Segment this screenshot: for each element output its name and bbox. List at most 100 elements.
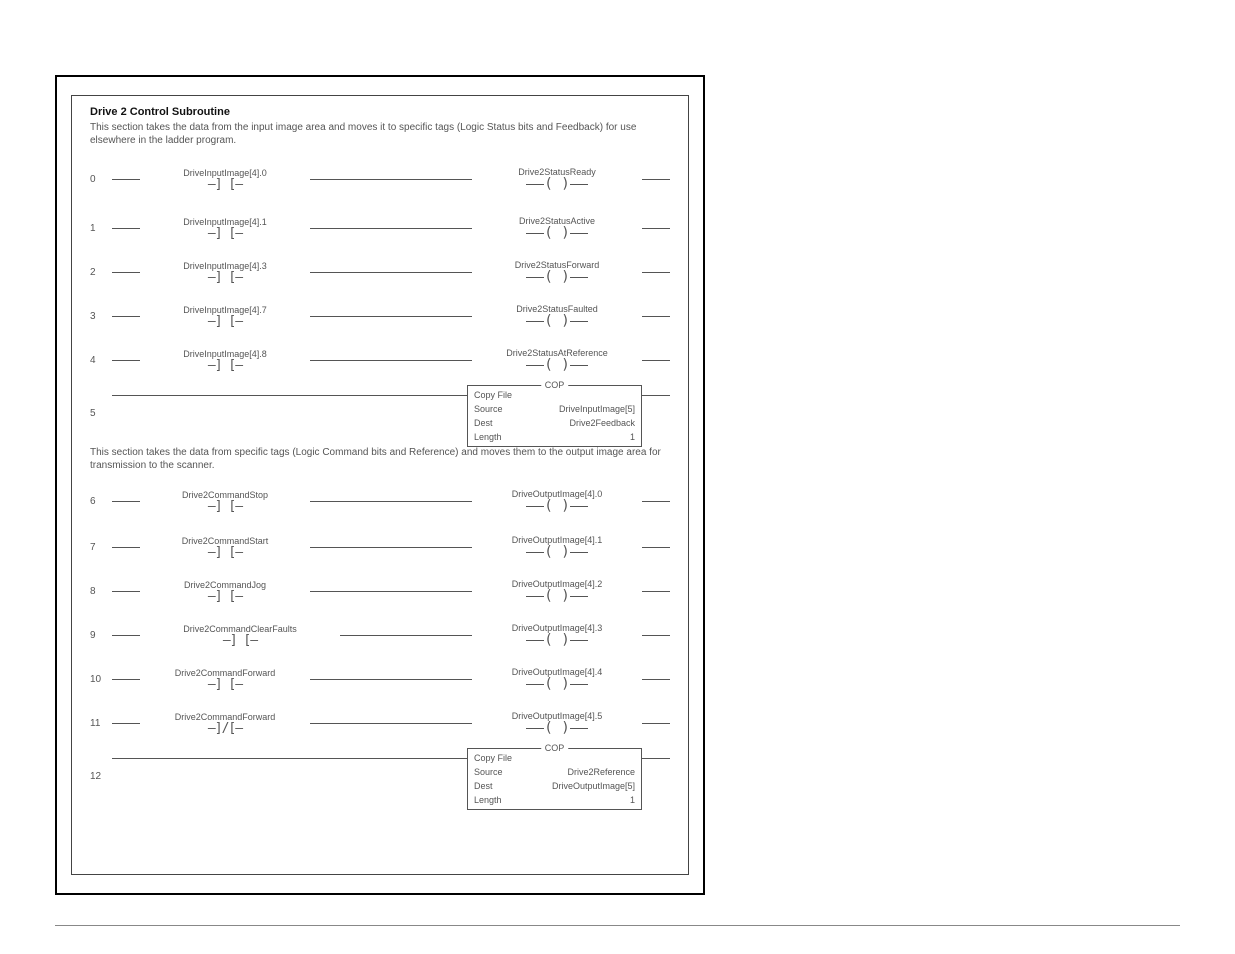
rung-body: COPCopy File SourceDrive2Reference Dest Dri… [112,746,670,806]
xic-contact: Drive2CommandForward—] [— [140,658,310,700]
rung-number: 8 [90,586,112,597]
instruction-mnemonic: COP [541,380,569,390]
rung-number: 12 [90,771,112,782]
rung-number: 2 [90,267,112,278]
coil-icon: ( ) [526,177,587,191]
instruction-title: Copy File [474,390,635,400]
param-value: DriveOutputImage[5] [552,781,635,791]
output-coil: Drive2StatusAtReference( ) [472,339,642,381]
cop-instruction-box: COPCopy FileSourceDriveInputImage[5]Dest… [467,385,642,447]
rung-body: Drive2CommandStart—] [—DriveOutputImage[… [112,526,670,568]
section-description: This section takes the data from specifi… [90,447,670,472]
output-coil: DriveOutputImage[4].4( ) [472,658,642,700]
xic-contact: DriveInputImage[4].0—] [— [140,153,310,205]
xic-contact-icon: —] [— [208,500,242,513]
ladder-rung: 6Drive2CommandStop—] [—DriveOutputImage[… [90,478,670,524]
diagram-frame: Drive 2 Control Subroutine This section … [71,95,689,875]
contact-tag-label: DriveInputImage[4].7 [183,305,267,315]
instruction-title: Copy File [474,753,635,763]
page-footer-rule [55,925,1180,926]
ladder-rung: 1DriveInputImage[4].1—] [—Drive2StatusAc… [90,207,670,249]
param-name: Dest [474,418,493,428]
contact-tag-label: Drive2CommandClearFaults [183,624,297,634]
rung-body: DriveInputImage[4].1—] [—Drive2StatusAct… [112,207,670,249]
xic-contact: Drive2CommandStart—] [— [140,526,310,568]
instruction-param-row: Dest Drive2Feedback [474,418,635,428]
contact-tag-label: DriveInputImage[4].3 [183,261,267,271]
rung-body: Drive2CommandForward—] [— DriveOutputImag… [112,658,670,700]
output-coil: DriveOutputImage[4].0( ) [472,478,642,524]
contact-tag-label: Drive2CommandStart [182,536,269,546]
rung-body: DriveInputImage[4].8—] [— Drive2StatusAtR… [112,339,670,381]
coil-icon: ( ) [526,589,587,603]
output-coil: DriveOutputImage[4].5( ) [472,702,642,744]
xic-contact: DriveInputImage[4].3—] [— [140,251,310,293]
rung-number: 4 [90,355,112,366]
param-value: 1 [630,795,635,805]
instruction-param-row: SourceDrive2Reference [474,767,635,777]
xic-contact-icon: —] [— [208,315,242,328]
xic-contact-icon: —] [— [223,634,257,647]
rung-number: 1 [90,223,112,234]
xic-contact-icon: —] [— [208,271,242,284]
coil-icon: ( ) [526,226,587,240]
param-value: DriveInputImage[5] [559,404,635,414]
xic-contact: DriveInputImage[4].1—] [— [140,207,310,249]
cop-instruction-box: COPCopy FileSourceDrive2ReferenceDestDri… [467,748,642,810]
ladder-rung: 8 Drive2CommandJog—] [— DriveOutputImage[4… [90,570,670,612]
param-value: Drive2Feedback [569,418,635,428]
xic-contact: Drive2CommandJog—] [— [140,570,310,612]
rung-number: 11 [90,718,112,729]
param-name: Length [474,795,502,805]
xic-contact-icon: —] [— [208,546,242,559]
coil-icon: ( ) [526,677,587,691]
coil-icon: ( ) [526,545,587,559]
ladder-rung: 12COPCopy FileSourceDrive2ReferenceDestD… [90,746,670,806]
rung-number: 3 [90,311,112,322]
rung-body: DriveInputImage[4].3—] [—Drive2StatusFor… [112,251,670,293]
section-description: This section takes the data from the inp… [90,122,670,147]
coil-icon: ( ) [526,314,587,328]
contact-tag-label: Drive2CommandStop [182,490,268,500]
contact-tag-label: Drive2CommandForward [175,668,276,678]
contact-tag-label: Drive2CommandJog [184,580,266,590]
contact-tag-label: DriveInputImage[4].1 [183,217,267,227]
param-name: Dest [474,781,493,791]
ladder-rung: 3DriveInputImage[4].7—] [—Drive2StatusFa… [90,295,670,337]
rung-number: 7 [90,542,112,553]
xic-contact: Drive2CommandStop—] [— [140,478,310,524]
rung-body: Drive2CommandJog—] [— DriveOutputImage[4]… [112,570,670,612]
rung-number: 9 [90,630,112,641]
output-coil: Drive2StatusReady( ) [472,153,642,205]
rung-body: Drive2CommandStop—] [— DriveOutputImage[4… [112,478,670,524]
rung-number: 5 [90,408,112,419]
instruction-param-row: Dest DriveOutputImage[5] [474,781,635,791]
ladder-rung: 5 COPCopy File SourceDriveInputImage[5] Des… [90,383,670,443]
instruction-param-row: SourceDriveInputImage[5] [474,404,635,414]
coil-icon: ( ) [526,270,587,284]
rung-body: COPCopy File SourceDriveInputImage[5] Dest… [112,383,670,443]
contact-tag-label: Drive2CommandForward [175,712,276,722]
output-coil: DriveOutputImage[4].3( ) [472,614,642,656]
xic-contact: DriveInputImage[4].7—] [— [140,295,310,337]
xic-contact: Drive2CommandClearFaults—] [— [140,614,340,656]
xic-contact-icon: —] [— [208,678,242,691]
ladder-rung: 7Drive2CommandStart—] [—DriveOutputImage… [90,526,670,568]
param-name: Length [474,432,502,442]
ladder-rung: 9 Drive2CommandClearFaults—] [— DriveOutpu… [90,614,670,656]
rung-body: Drive2CommandForward—]/[—DriveOutputImag… [112,702,670,744]
contact-tag-label: DriveInputImage[4].0 [183,168,267,178]
rung-body: DriveInputImage[4].0—] [— Drive2StatusRea… [112,153,670,205]
coil-icon: ( ) [526,721,587,735]
output-coil: DriveOutputImage[4].2( ) [472,570,642,612]
rung-number: 10 [90,674,112,685]
instruction-mnemonic: COP [541,743,569,753]
param-name: Source [474,767,503,777]
ladder-rung: 10 Drive2CommandForward—] [— DriveOutputIm… [90,658,670,700]
coil-icon: ( ) [526,358,587,372]
instruction-param-row: Length1 [474,432,635,442]
xic-contact-icon: —] [— [208,590,242,603]
contact-tag-label: DriveInputImage[4].8 [183,349,267,359]
xic-contact: DriveInputImage[4].8—] [— [140,339,310,381]
ladder-rung-list: 0DriveInputImage[4].0—] [—Drive2StatusRe… [90,153,670,806]
